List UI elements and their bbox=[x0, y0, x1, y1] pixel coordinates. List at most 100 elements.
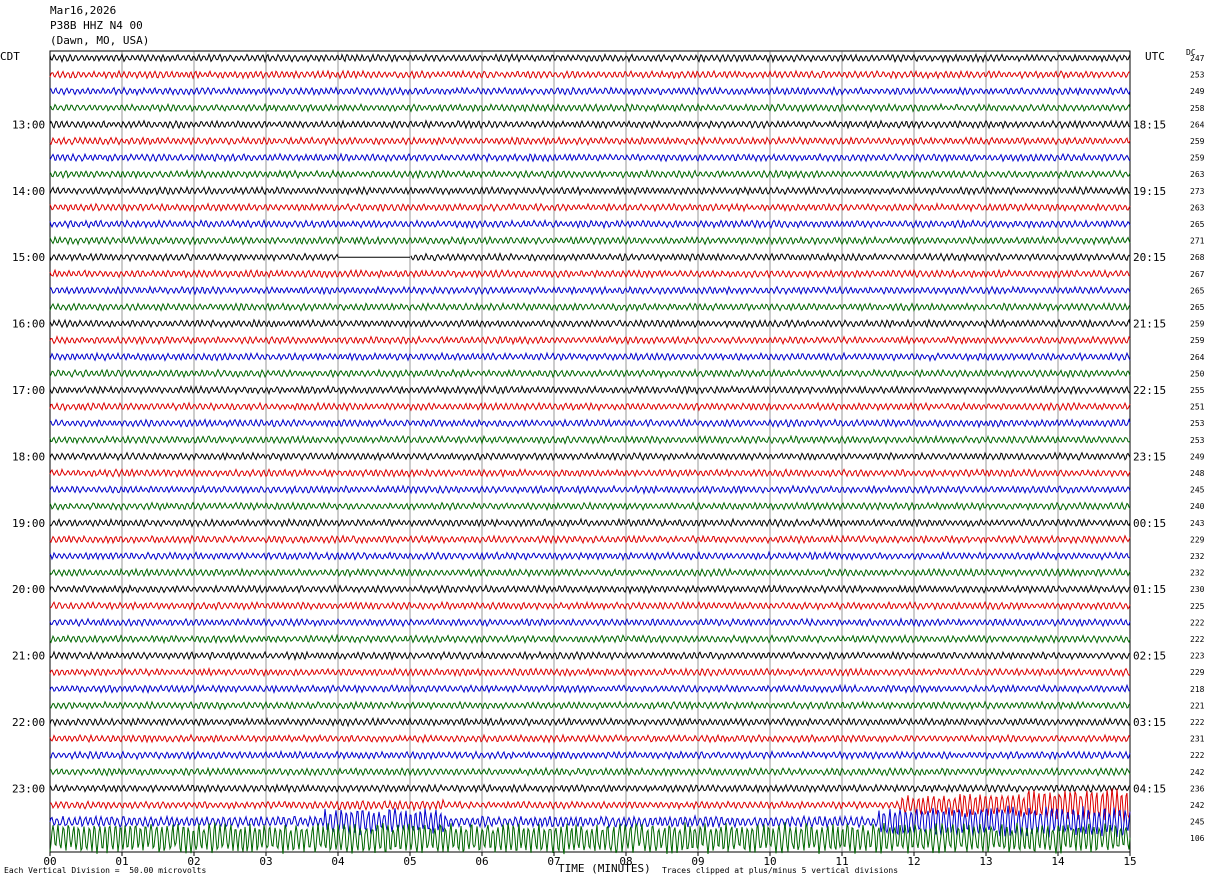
dc-offset-label: 250 bbox=[1190, 369, 1205, 378]
utc-hour-label: 02:15 bbox=[1133, 650, 1166, 663]
trace-row bbox=[49, 501, 1131, 512]
dc-offset-label: 242 bbox=[1190, 768, 1205, 777]
trace-row bbox=[49, 102, 1131, 114]
x-tick-label: 01 bbox=[115, 855, 128, 868]
trace-row bbox=[49, 69, 1131, 80]
cdt-hour-label: 15:00 bbox=[12, 251, 45, 264]
dc-offset-label: 240 bbox=[1190, 502, 1205, 511]
x-tick-label: 03 bbox=[259, 855, 272, 868]
trace-row bbox=[49, 135, 1131, 147]
dc-offset-label: 265 bbox=[1190, 286, 1205, 295]
dc-offset-label: 259 bbox=[1190, 336, 1205, 345]
trace-row bbox=[49, 467, 1131, 479]
dc-offset-label: 243 bbox=[1190, 519, 1205, 528]
trace-row bbox=[49, 783, 1131, 794]
trace-row bbox=[49, 749, 1131, 761]
trace-row bbox=[49, 617, 1131, 628]
utc-hour-label: 18:15 bbox=[1133, 118, 1166, 131]
dc-offset-label: 259 bbox=[1190, 137, 1205, 146]
trace-row bbox=[49, 683, 1131, 695]
cdt-hour-label: 17:00 bbox=[12, 384, 45, 397]
trace-row bbox=[49, 252, 1131, 263]
trace-row bbox=[49, 119, 1131, 130]
trace-row bbox=[49, 650, 1131, 662]
dc-offset-label: 268 bbox=[1190, 253, 1205, 262]
trace-row bbox=[49, 401, 1131, 412]
trace-row bbox=[49, 434, 1131, 445]
dc-offset-label: 264 bbox=[1190, 120, 1205, 129]
trace-row bbox=[49, 451, 1131, 462]
trace-row bbox=[49, 185, 1131, 197]
dc-offset-label: 222 bbox=[1190, 718, 1205, 727]
x-tick-label: 07 bbox=[547, 855, 560, 868]
trace-row bbox=[49, 52, 1131, 64]
dc-offset-label: 259 bbox=[1190, 320, 1205, 329]
dc-offset-label: 242 bbox=[1190, 801, 1205, 810]
dc-offset-label: 253 bbox=[1190, 419, 1205, 428]
trace-row bbox=[49, 584, 1131, 595]
dc-offset-label: 265 bbox=[1190, 220, 1205, 229]
station-location: (Dawn, MO, USA) bbox=[50, 34, 150, 47]
trace-row bbox=[49, 318, 1131, 329]
trace-row bbox=[49, 805, 1131, 838]
dc-offset-label: 225 bbox=[1190, 602, 1205, 611]
trace-row bbox=[49, 534, 1131, 545]
dc-offset-label: 251 bbox=[1190, 403, 1205, 412]
utc-hour-label: 20:15 bbox=[1133, 251, 1166, 264]
cdt-hour-label: 13:00 bbox=[12, 118, 45, 131]
utc-hour-label: 23:15 bbox=[1133, 450, 1166, 463]
trace-row bbox=[49, 567, 1131, 579]
dc-offset-label: 229 bbox=[1190, 535, 1205, 544]
trace-row bbox=[49, 201, 1131, 213]
trace-row bbox=[49, 700, 1131, 711]
dc-offset-label: 265 bbox=[1190, 303, 1205, 312]
x-tick-label: 08 bbox=[619, 855, 632, 868]
scale-note: Each Vertical Division = 50.00 microvolt… bbox=[4, 866, 207, 875]
dc-offset-label: 229 bbox=[1190, 668, 1205, 677]
dc-offset-label: 245 bbox=[1190, 486, 1205, 495]
trace-row bbox=[49, 285, 1131, 296]
trace-row bbox=[49, 418, 1131, 429]
dc-offset-label: 232 bbox=[1190, 569, 1205, 578]
trace-row bbox=[49, 152, 1131, 164]
trace-row bbox=[49, 766, 1131, 778]
cdt-hour-label: 19:00 bbox=[12, 517, 45, 530]
cdt-hour-label: 14:00 bbox=[12, 185, 45, 198]
trace-row bbox=[49, 335, 1131, 346]
trace-row bbox=[49, 716, 1131, 728]
x-tick-label: 10 bbox=[763, 855, 776, 868]
trace-row bbox=[49, 822, 1131, 855]
trace-row bbox=[49, 517, 1131, 528]
dc-axis-label: DC bbox=[1186, 48, 1196, 57]
x-tick-label: 12 bbox=[907, 855, 920, 868]
dc-offset-label: 248 bbox=[1190, 469, 1205, 478]
trace-row bbox=[49, 733, 1131, 744]
dc-offset-label: 258 bbox=[1190, 104, 1205, 113]
x-tick-label: 05 bbox=[403, 855, 416, 868]
cdt-hour-label: 20:00 bbox=[12, 583, 45, 596]
dc-offset-label: 222 bbox=[1190, 751, 1205, 760]
dc-offset-label: 255 bbox=[1190, 386, 1205, 395]
trace-row bbox=[49, 86, 1131, 97]
x-tick-label: 14 bbox=[1051, 855, 1065, 868]
dc-offset-label: 264 bbox=[1190, 353, 1205, 362]
dc-offset-label: 263 bbox=[1190, 170, 1205, 179]
x-tick-label: 04 bbox=[331, 855, 345, 868]
dc-offset-label: 247 bbox=[1190, 54, 1205, 63]
trace-row bbox=[49, 268, 1131, 279]
trace-row bbox=[49, 633, 1131, 645]
x-axis-title: TIME (MINUTES) bbox=[558, 862, 651, 875]
x-tick-label: 13 bbox=[979, 855, 992, 868]
station-code: P38B HHZ N4 00 bbox=[50, 19, 143, 32]
dc-offset-label: 267 bbox=[1190, 270, 1205, 279]
utc-hour-label: 03:15 bbox=[1133, 716, 1166, 729]
dc-offset-label: 253 bbox=[1190, 71, 1205, 80]
dc-offset-label: 106 bbox=[1190, 834, 1205, 843]
utc-hour-label: 01:15 bbox=[1133, 583, 1166, 596]
dc-offset-label: 218 bbox=[1190, 685, 1205, 694]
trace-row bbox=[49, 788, 1131, 824]
cdt-hour-label: 22:00 bbox=[12, 716, 45, 729]
x-tick-label: 09 bbox=[691, 855, 704, 868]
trace-row bbox=[49, 367, 1131, 379]
